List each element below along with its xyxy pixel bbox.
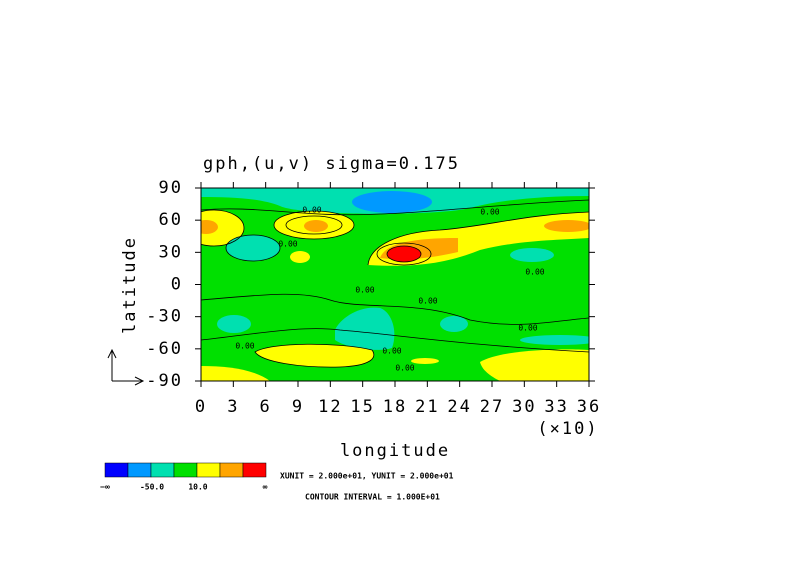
x-axis-label: longitude — [340, 441, 450, 461]
x-tick-label: 36 — [577, 397, 601, 417]
colorbar-label: 10.0 — [188, 483, 207, 492]
colorbar-box — [127, 462, 152, 478]
colorbar-box — [242, 462, 267, 478]
fill-region — [520, 335, 589, 345]
contour-label: 0.00 — [355, 286, 374, 295]
fill-region — [352, 191, 432, 213]
contour-lines — [201, 199, 589, 368]
fill-region — [387, 246, 421, 262]
fill-region — [201, 220, 218, 234]
fill-region — [510, 248, 554, 262]
x-tick-label: 24 — [447, 397, 471, 417]
contour-interval: CONTOUR INTERVAL = 1.000E+01 — [305, 493, 440, 502]
contour-field — [201, 188, 589, 381]
y-tick-label: 90 — [159, 178, 183, 198]
fill-region — [255, 344, 374, 368]
fill-region — [201, 210, 244, 246]
contour-label: 0.00 — [418, 297, 437, 306]
y-tick-label: -60 — [146, 339, 183, 359]
x-tick-label: 0 — [195, 397, 207, 417]
y-axis-label: latitude — [120, 236, 140, 334]
x-tick-label: 18 — [383, 397, 407, 417]
contour-label: 0.00 — [278, 240, 297, 249]
colorbar-label: −∞ — [100, 483, 110, 492]
fill-region — [290, 251, 310, 263]
x-unit-label: (×10) — [537, 419, 598, 439]
contour-label: 0.00 — [395, 364, 414, 373]
x-tick-label: 33 — [544, 397, 568, 417]
x-tick-label: 21 — [415, 397, 439, 417]
y-tick-label: 60 — [159, 210, 183, 230]
y-tick-label: 30 — [159, 242, 183, 262]
x-tick-label: 27 — [480, 397, 504, 417]
vector-units: XUNIT = 2.000e+01, YUNIT = 2.000e+01 — [280, 472, 454, 481]
y-tick-label: -30 — [146, 307, 183, 327]
colorbar-box — [196, 462, 221, 478]
colorbar-box — [150, 462, 175, 478]
fill-region — [226, 235, 280, 261]
contour-label: 0.00 — [480, 208, 499, 217]
fill-region — [335, 307, 395, 350]
fill-region — [544, 220, 589, 232]
fill-region — [411, 358, 439, 364]
colorbar-box — [104, 462, 129, 478]
colorbar-box — [173, 462, 198, 478]
x-tick-label: 3 — [227, 397, 239, 417]
reference-vector — [107, 348, 145, 386]
y-tick-label: 0 — [171, 275, 183, 295]
contour-label: 0.00 — [382, 347, 401, 356]
fill-region — [304, 220, 328, 232]
colorbar-label: -50.0 — [140, 483, 164, 492]
x-tick-label: 30 — [512, 397, 536, 417]
x-tick-label: 6 — [260, 397, 272, 417]
fill-region — [201, 366, 270, 381]
fill-region — [440, 316, 468, 332]
y-tick-label: -90 — [146, 371, 183, 391]
contour-label: 0.00 — [525, 268, 544, 277]
x-tick-label: 9 — [292, 397, 304, 417]
fill-region — [480, 349, 589, 381]
colorbar-box — [219, 462, 244, 478]
x-tick-label: 15 — [350, 397, 374, 417]
contour-label: 0.00 — [302, 206, 321, 215]
contour-label: 0.00 — [518, 324, 537, 333]
contour-label: 0.00 — [235, 342, 254, 351]
colorbar-label: ∞ — [263, 483, 268, 492]
x-tick-label: 12 — [318, 397, 342, 417]
fill-region — [217, 315, 251, 333]
chart-title: gph,(u,v) sigma=0.175 — [203, 154, 460, 174]
